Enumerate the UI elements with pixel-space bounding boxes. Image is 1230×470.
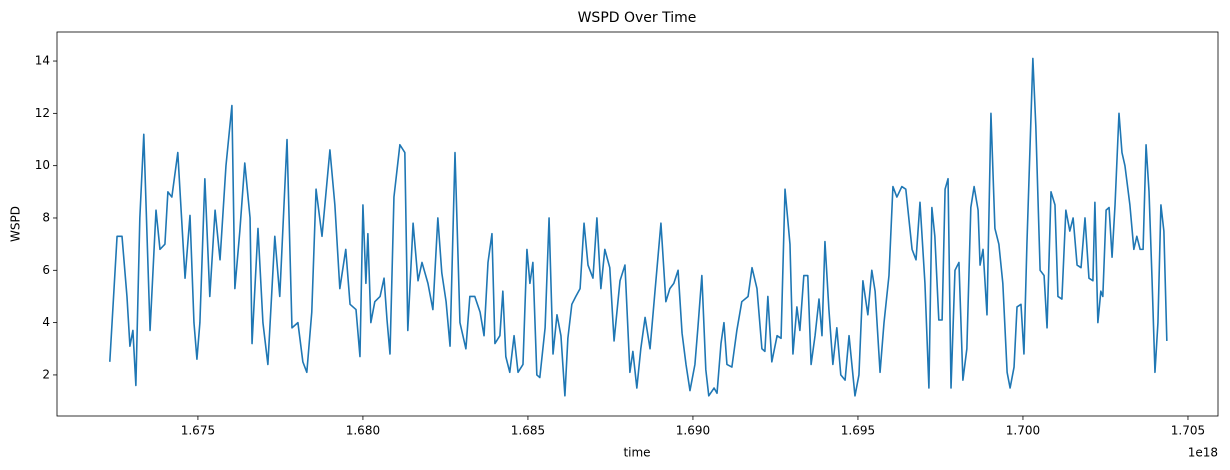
y-tick-label: 2 bbox=[42, 367, 50, 381]
x-offset-label: 1e18 bbox=[1188, 446, 1218, 460]
x-tick-label: 1.695 bbox=[841, 424, 875, 438]
y-tick-label: 14 bbox=[35, 54, 50, 68]
y-tick-label: 4 bbox=[42, 315, 50, 329]
x-tick-label: 1.675 bbox=[181, 424, 215, 438]
plot-frame bbox=[56, 31, 1219, 417]
y-tick-label: 12 bbox=[35, 106, 50, 120]
x-tick-label: 1.680 bbox=[346, 424, 380, 438]
chart-title: WSPD Over Time bbox=[578, 10, 697, 26]
x-tick-label: 1.685 bbox=[511, 424, 545, 438]
x-tick-label: 1.700 bbox=[1006, 424, 1040, 438]
x-tick-label: 1.705 bbox=[1171, 424, 1205, 438]
y-axis-label: WSPD bbox=[9, 206, 23, 242]
y-tick-label: 8 bbox=[42, 210, 50, 224]
x-axis-label: time bbox=[623, 446, 650, 460]
y-tick-label: 6 bbox=[42, 263, 50, 277]
y-tick-label: 10 bbox=[35, 158, 50, 172]
data-line bbox=[109, 57, 1168, 397]
x-tick-label: 1.690 bbox=[676, 424, 710, 438]
